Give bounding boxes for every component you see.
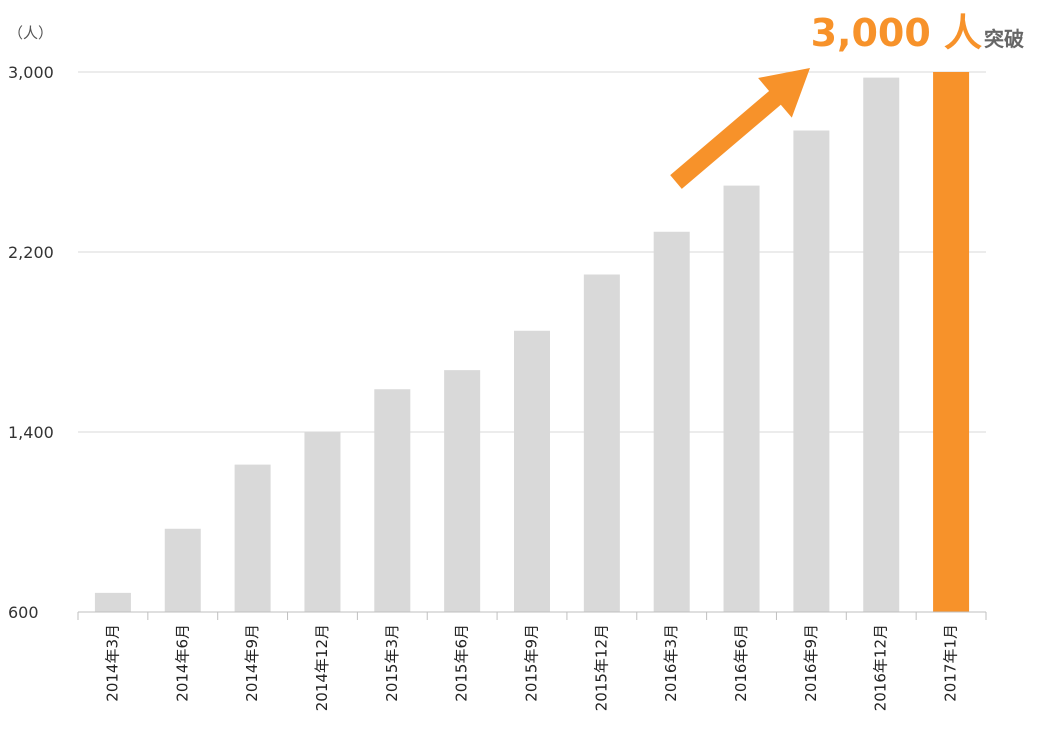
x-tick-label: 2015年3月 — [383, 624, 401, 702]
x-tick-label: 2017年1月 — [942, 624, 960, 702]
x-axis — [77, 611, 987, 620]
x-tick-label: 2016年9月 — [802, 624, 820, 702]
bar — [723, 185, 760, 612]
x-tick-label: 2015年12月 — [592, 624, 610, 711]
bar — [583, 274, 620, 612]
bar — [164, 528, 201, 612]
bar — [514, 330, 550, 612]
bar — [653, 231, 690, 612]
x-tick-label: 2014年3月 — [103, 624, 121, 702]
bar — [793, 130, 830, 612]
x-tick-label: 2016年6月 — [732, 624, 750, 702]
growth-arrow-icon — [670, 68, 810, 189]
headline-callout: 3,000 人突破 — [811, 2, 1024, 57]
y-tick-label: 1,400 — [8, 423, 54, 442]
x-tick-label: 2016年3月 — [662, 624, 680, 702]
headline-number: 3,000 人 — [810, 11, 982, 55]
x-tick-label: 2015年9月 — [523, 624, 541, 702]
y-axis-ticks: 600 1,400 2,200 3,000 — [8, 63, 54, 622]
headline-suffix: 突破 — [984, 27, 1024, 51]
x-tick-label: 2014年12月 — [313, 624, 331, 711]
x-tick-label: 2016年12月 — [872, 624, 890, 711]
x-axis-ticks: 2014年3月 2014年6月 2014年9月 2014年12月 2015年3月 2015… — [103, 624, 959, 711]
bars — [94, 72, 970, 612]
bar — [374, 389, 411, 612]
y-tick-label: 600 — [8, 603, 39, 622]
bar — [94, 592, 131, 612]
x-tick-label: 2014年6月 — [173, 624, 191, 702]
y-tick-label: 3,000 — [8, 63, 54, 82]
bar — [863, 77, 900, 612]
x-tick-label: 2014年9月 — [243, 624, 261, 702]
y-tick-label: 2,200 — [8, 243, 54, 262]
x-tick-label: 2015年6月 — [453, 624, 471, 702]
bar — [444, 370, 481, 612]
highlight-bar — [933, 72, 970, 612]
bar — [234, 464, 271, 612]
y-axis-unit-label: （人） — [8, 24, 54, 42]
bar — [304, 432, 341, 612]
